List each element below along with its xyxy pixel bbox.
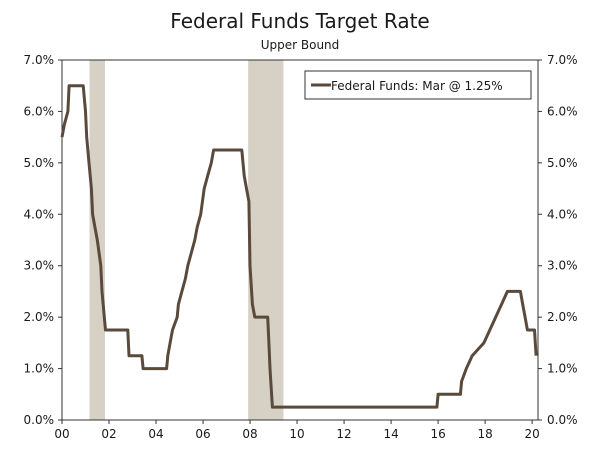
x-tick-label: 14 [383, 427, 398, 441]
y-tick-label-right: 5.0% [547, 156, 578, 170]
legend-label: Federal Funds: Mar @ 1.25% [331, 79, 503, 93]
x-tick-label: 16 [430, 427, 445, 441]
axis-ticks: 0.0% 0.0% 1.0% 1.0% 2.0% 2.0% 3.0% 3.0% 4.0% 4.0%… [24, 53, 578, 441]
y-tick-label-right: 0.0% [547, 413, 578, 427]
x-tick-label: 10 [289, 427, 304, 441]
x-tick-label: 08 [242, 427, 257, 441]
y-tick-label-left: 1.0% [24, 362, 55, 376]
y-tick-label-left: 4.0% [24, 207, 55, 221]
y-tick-label-left: 6.0% [24, 104, 55, 118]
plot-frame [61, 59, 539, 421]
y-tick-label-left: 7.0% [24, 53, 55, 67]
x-tick-label: 02 [101, 427, 116, 441]
y-tick-label-right: 2.0% [547, 310, 578, 324]
x-tick-label: 04 [148, 427, 163, 441]
legend: Federal Funds: Mar @ 1.25% [304, 70, 532, 100]
series-line-0 [60, 84, 538, 409]
chart-title: Federal Funds Target Rate [170, 9, 429, 33]
y-tick-label-right: 6.0% [547, 104, 578, 118]
x-tick-label: 00 [54, 427, 69, 441]
y-tick-label-right: 1.0% [547, 362, 578, 376]
y-tick-label-left: 0.0% [24, 413, 55, 427]
x-tick-label: 12 [336, 427, 351, 441]
chart-subtitle: Upper Bound [261, 38, 340, 52]
legend-box [304, 70, 532, 100]
series-group [60, 84, 538, 409]
y-tick-label-right: 7.0% [547, 53, 578, 67]
y-tick-label-left: 3.0% [24, 259, 55, 273]
y-tick-label-right: 4.0% [547, 207, 578, 221]
recession-band-1 [248, 60, 284, 420]
x-tick-label: 18 [477, 427, 492, 441]
y-tick-label-left: 2.0% [24, 310, 55, 324]
y-tick-label-left: 5.0% [24, 156, 55, 170]
x-tick-label: 06 [195, 427, 210, 441]
y-tick-label-right: 3.0% [547, 259, 578, 273]
x-tick-label: 20 [524, 427, 539, 441]
